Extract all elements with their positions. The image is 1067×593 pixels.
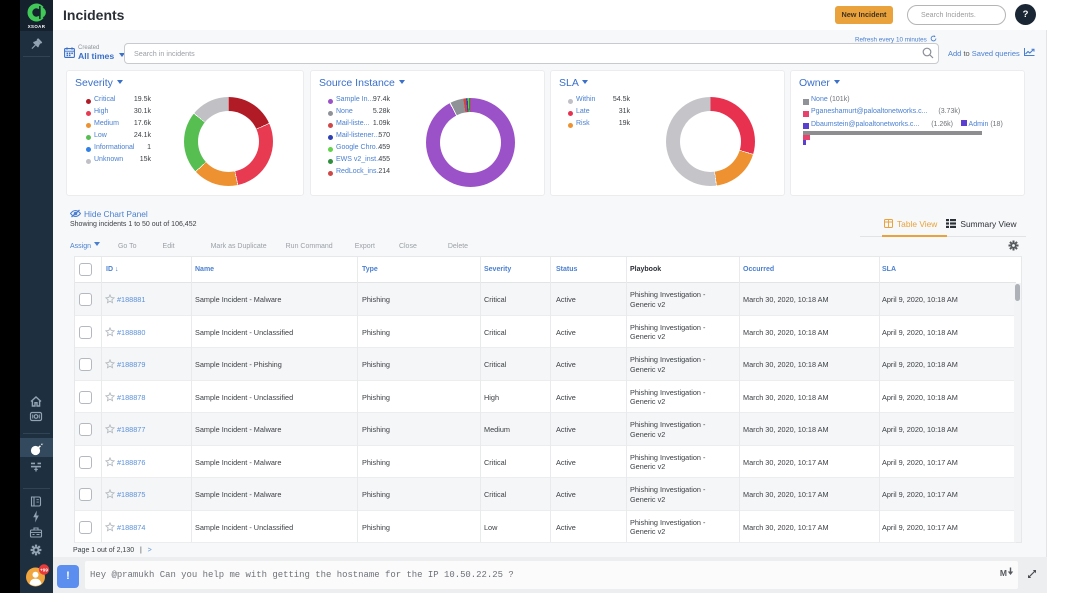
svg-text:+99: +99: [40, 568, 48, 573]
